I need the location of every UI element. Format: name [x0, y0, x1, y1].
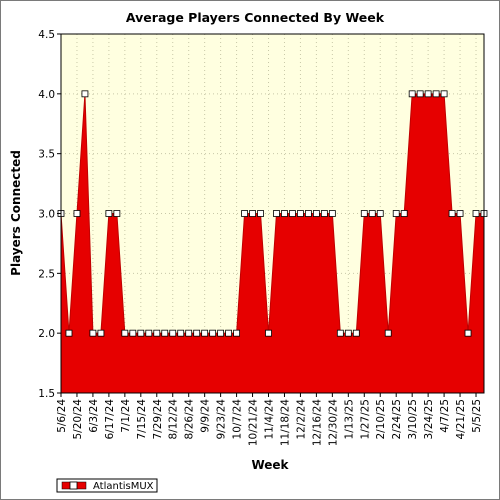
- chart-title: Average Players Connected By Week: [126, 10, 385, 25]
- data-point: [312, 210, 320, 217]
- data-point: [456, 210, 464, 217]
- x-tick-label: 1/27/25: [359, 399, 371, 439]
- x-tick-label: 4/21/25: [455, 399, 467, 439]
- x-tick-label: 5/20/24: [72, 399, 84, 440]
- data-point: [241, 210, 248, 217]
- data-point: [376, 210, 384, 217]
- data-point: [408, 90, 416, 98]
- data-point: [73, 210, 81, 217]
- data-point: [352, 329, 360, 337]
- data-point: [97, 329, 105, 337]
- x-tick-label: 9/9/24: [200, 399, 212, 433]
- data-point: [129, 329, 137, 337]
- data-point: [265, 329, 272, 337]
- data-point: [249, 210, 256, 217]
- x-tick-label: 3/10/25: [407, 399, 419, 439]
- data-point: [320, 210, 328, 217]
- data-point: [472, 210, 480, 217]
- data-point: [305, 210, 312, 217]
- data-point: [392, 210, 400, 217]
- legend: AtlantisMUX: [56, 478, 158, 493]
- data-point: [257, 210, 264, 217]
- data-point: [65, 329, 73, 337]
- y-axis-ticks: 1.5 2.0 2.5 3.0 3.5 4.0 4.5: [38, 29, 61, 400]
- x-axis-ticks: 5/6/24 5/20/24 6/3/24 6/17/24 7/1/24 7/15/24 7…: [56, 393, 483, 446]
- data-point: [464, 329, 472, 337]
- data-point: [161, 329, 169, 337]
- data-point: [289, 210, 296, 217]
- y-tick-label: 2.5: [38, 268, 55, 280]
- y-tick-label: 3.0: [38, 209, 55, 221]
- data-point: [368, 210, 376, 217]
- data-point: [400, 210, 408, 217]
- data-point: [113, 210, 121, 217]
- data-point: [416, 90, 424, 98]
- data-point: [201, 329, 209, 337]
- data-point: [185, 329, 193, 337]
- x-tick-label: 2/10/25: [375, 399, 387, 439]
- data-point: [440, 90, 448, 98]
- x-tick-label: 5/6/24: [56, 399, 68, 433]
- x-tick-label: 12/2/24: [295, 399, 307, 440]
- data-point: [297, 210, 304, 217]
- x-tick-label: 8/12/24: [168, 399, 180, 440]
- data-point: [432, 90, 440, 98]
- data-point: [360, 210, 368, 217]
- data-point: [169, 329, 177, 337]
- x-tick-label: 2/24/25: [391, 399, 403, 439]
- y-axis-title: Players Connected: [9, 150, 23, 276]
- x-tick-label: 7/15/24: [136, 399, 148, 440]
- y-tick-label: 2.0: [38, 328, 55, 340]
- data-point: [153, 329, 161, 337]
- x-tick-label: 5/5/25: [471, 399, 483, 433]
- data-point: [384, 329, 392, 337]
- legend-marker: [69, 481, 78, 490]
- data-point: [89, 329, 97, 337]
- data-point: [225, 329, 233, 337]
- x-tick-label: 4/7/25: [439, 399, 451, 433]
- data-point: [81, 90, 89, 98]
- data-point: [177, 329, 185, 337]
- x-tick-label: 6/17/24: [104, 399, 116, 440]
- x-tick-label: 9/23/24: [216, 399, 228, 440]
- data-point: [137, 329, 145, 337]
- data-point: [193, 329, 201, 337]
- data-point: [121, 329, 129, 337]
- y-tick-label: 1.5: [38, 388, 55, 400]
- x-tick-label: 11/18/24: [279, 399, 291, 446]
- data-point: [281, 210, 288, 217]
- data-point: [336, 329, 344, 337]
- x-tick-label: 3/24/25: [423, 399, 435, 439]
- data-point: [233, 329, 240, 337]
- x-tick-label: 7/1/24: [120, 399, 132, 433]
- x-tick-label: 6/3/24: [88, 399, 100, 433]
- series-area-fill: [61, 93, 484, 393]
- x-axis-title: Week: [251, 458, 289, 472]
- x-tick-label: 1/13/25: [343, 399, 355, 439]
- legend-label: AtlantisMUX: [93, 481, 154, 492]
- data-point: [209, 329, 217, 337]
- data-point: [217, 329, 225, 337]
- x-tick-label: 11/4/24: [264, 399, 276, 440]
- y-tick-label: 3.5: [38, 149, 55, 161]
- data-point: [105, 210, 113, 217]
- data-point: [328, 210, 336, 217]
- data-point: [448, 210, 456, 217]
- data-point: [424, 90, 432, 98]
- x-tick-label: 10/21/24: [248, 399, 260, 446]
- data-point: [273, 210, 280, 217]
- x-tick-label: 12/30/24: [327, 399, 339, 446]
- x-tick-label: 7/29/24: [152, 399, 164, 440]
- y-tick-label: 4.5: [38, 29, 55, 41]
- data-point: [145, 329, 153, 337]
- x-tick-label: 12/16/24: [311, 399, 323, 446]
- x-tick-label: 10/7/24: [232, 399, 244, 440]
- x-tick-label: 8/26/24: [184, 399, 196, 440]
- y-tick-label: 4.0: [38, 89, 55, 101]
- data-point: [344, 329, 352, 337]
